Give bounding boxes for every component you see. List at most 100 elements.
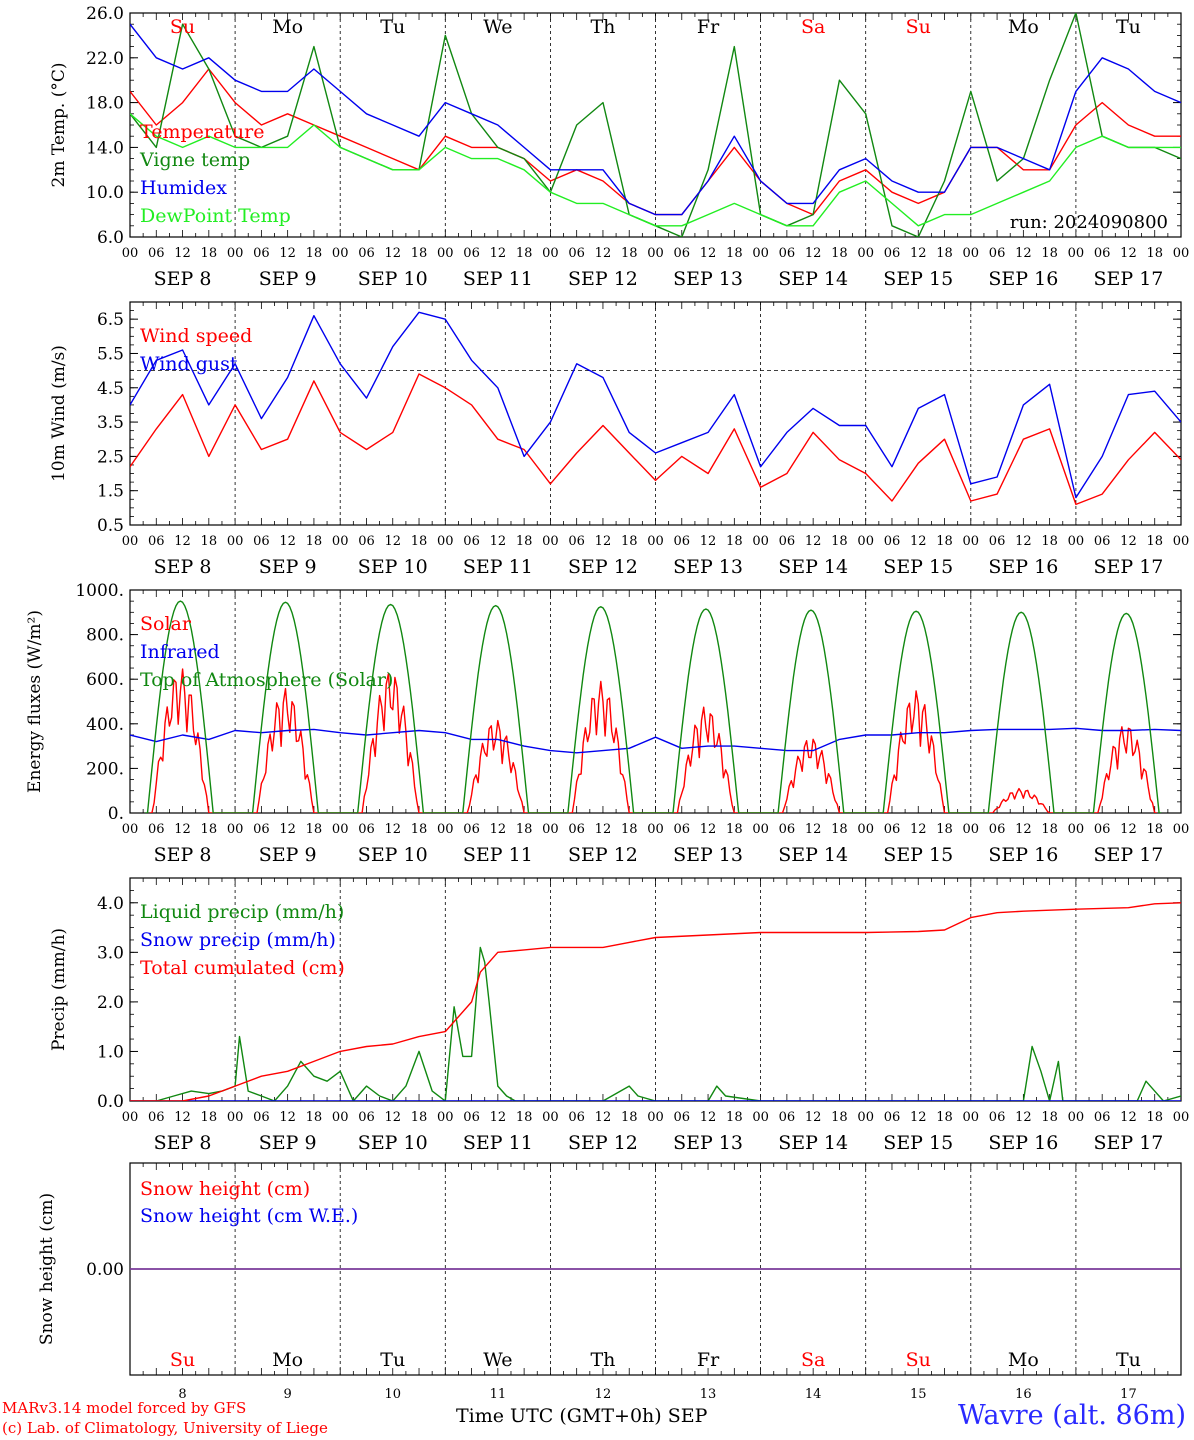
series-line [130,113,1181,227]
hour-label: 00 [332,1110,349,1125]
y-tick-label: 2.0 [97,993,124,1013]
series-line [149,668,1157,813]
weekday-label-bottom: Sa [801,1349,825,1371]
hour-label: 06 [674,1110,691,1125]
weekday-label-bottom: Su [906,1349,931,1371]
plot-area-wind [130,311,1181,506]
y-tick-label: 3.5 [97,413,124,433]
hour-label: 06 [358,1110,375,1125]
hour-label: 12 [910,534,927,549]
hour-label: 00 [647,534,664,549]
hour-label: 06 [148,246,165,261]
date-label: SEP 11 [463,556,533,578]
hour-label: 06 [989,246,1006,261]
weekday-label-top: Fr [697,16,720,38]
hour-label: 00 [752,246,769,261]
hour-label: 18 [1146,534,1163,549]
y-tick-label: 0.0 [97,1092,124,1112]
date-label: SEP 8 [154,844,212,866]
hour-label: 18 [936,534,953,549]
hour-label: 06 [568,822,585,837]
weekday-label-bottom: Su [170,1349,195,1371]
hour-label: 00 [332,822,349,837]
y-tick-label: 200. [86,759,124,779]
date-label: SEP 14 [778,1132,848,1154]
hour-label: 00 [857,534,874,549]
hour-label: 06 [358,246,375,261]
panel-frame-temp [129,12,1182,238]
hour-label: 18 [516,534,533,549]
hour-label: 06 [148,1110,165,1125]
hour-label: 00 [122,246,139,261]
hour-label: 12 [279,822,296,837]
hour-label: 12 [174,534,191,549]
hour-label: 12 [174,822,191,837]
day-number: 14 [805,1387,822,1400]
hour-label: 06 [989,534,1006,549]
y-tick-label: 1000. [75,581,124,601]
station-name: Wavre (alt. 86m) [958,1400,1186,1431]
date-label: SEP 10 [358,268,428,290]
y-tick-label: 3.0 [97,943,124,963]
hour-label: 12 [1120,246,1137,261]
hour-label: 06 [989,822,1006,837]
hour-label: 18 [1041,822,1058,837]
panel-frame-energy [129,589,1182,814]
y-tick-label: 1.5 [97,482,124,502]
date-label: SEP 15 [883,268,953,290]
y-axis-label: Energy fluxes (W/m²) [25,610,45,793]
hour-label: 00 [857,246,874,261]
hour-label: 00 [542,534,559,549]
date-label: SEP 8 [154,268,212,290]
hour-label: 18 [621,822,638,837]
series-line [130,23,1181,216]
hour-label: 00 [963,534,980,549]
hour-label: 06 [568,534,585,549]
hour-label: 00 [1173,534,1190,549]
panel-frame-wind [129,301,1182,526]
hour-label: 18 [411,822,428,837]
hour-label: 18 [516,1110,533,1125]
hour-label: 06 [779,246,796,261]
legend-entry: Vigne temp [139,149,250,171]
hour-label: 18 [516,246,533,261]
date-label: SEP 9 [259,1132,317,1154]
date-label: SEP 12 [568,556,638,578]
series-line [130,13,1181,237]
hour-label: 18 [411,534,428,549]
hour-label: 12 [384,1110,401,1125]
date-label: SEP 13 [673,556,743,578]
series-line [130,311,1181,499]
hour-label: 00 [437,1110,454,1125]
y-tick-label: 26.0 [86,4,124,24]
legend-entry: Liquid precip (mm/h) [140,901,344,923]
hour-label: 18 [621,1110,638,1125]
legend-entry: Top of Atmosphere (Solar) [140,669,393,691]
date-label: SEP 10 [358,844,428,866]
y-tick-label: 800. [86,626,124,646]
date-label: SEP 15 [883,844,953,866]
y-tick-label: 14.0 [86,138,124,158]
hour-label: 00 [647,822,664,837]
hour-label: 12 [1015,534,1032,549]
hour-label: 00 [1173,1110,1190,1125]
date-label: SEP 16 [988,556,1058,578]
hour-label: 00 [227,534,244,549]
hour-label: 00 [963,246,980,261]
hour-label: 00 [227,822,244,837]
hour-label: 18 [201,1110,218,1125]
y-tick-label: 0.5 [97,516,124,536]
series-line [145,600,1162,813]
date-label: SEP 8 [154,1132,212,1154]
legend-entry: Total cumulated (cm) [140,957,345,979]
hour-label: 12 [805,1110,822,1125]
hour-label: 18 [936,1110,953,1125]
date-label: SEP 14 [778,556,848,578]
hour-label: 18 [201,822,218,837]
y-tick-label: 0. [108,804,124,824]
hour-label: 18 [831,1110,848,1125]
hour-label: 12 [1015,822,1032,837]
hour-label: 00 [647,1110,664,1125]
weekday-label-bottom: Tu [380,1349,405,1371]
weekday-label-top: Su [170,16,195,38]
